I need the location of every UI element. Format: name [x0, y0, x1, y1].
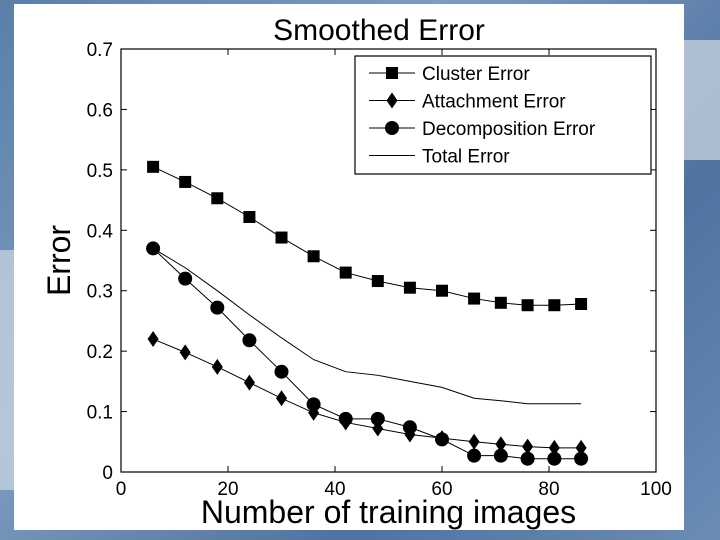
legend-label-decomposition-error: Decomposition Error: [422, 119, 596, 140]
data-point-attachment-error: [147, 331, 159, 348]
series-total-error: [152, 247, 582, 405]
data-point-decomposition-error: [242, 333, 257, 348]
data-point-cluster-error: [494, 296, 507, 309]
data-point-cluster-error: [468, 292, 481, 305]
y-tick-label: 0: [102, 463, 113, 484]
legend-label-cluster-error: Cluster Error: [422, 64, 530, 85]
series-line-attachment-error: [152, 338, 582, 449]
y-tick-label: 0.7: [87, 40, 113, 61]
data-point-cluster-error: [403, 281, 416, 294]
x-tick-label: 100: [640, 479, 672, 500]
data-point-cluster-error: [575, 298, 588, 311]
plot-frame: [120, 48, 657, 473]
data-point-decomposition-error: [574, 451, 589, 466]
legend-label-attachment-error: Attachment Error: [422, 92, 566, 113]
data-point-cluster-error: [371, 275, 384, 288]
legend: Cluster Error Attachment Error Decompositi…: [354, 55, 652, 175]
series-cluster-error: [147, 160, 588, 312]
y-tick-label: 0.5: [87, 161, 113, 182]
legend-label-total-error: Total Error: [422, 147, 510, 168]
chart: Smoothed Error 0 20 40 60 80 100 0 0.1 0.2 0.3 0.4…: [41, 14, 672, 530]
x-tick-label: 20: [217, 479, 238, 500]
series-line-cluster-error: [152, 166, 582, 306]
data-point-decomposition-error: [274, 364, 289, 379]
series-line-total-error: [152, 247, 582, 405]
y-tick-label: 0.3: [87, 282, 113, 303]
data-point-decomposition-error: [306, 397, 321, 412]
background-blot-left: [0, 250, 14, 490]
y-tick-label: 0.2: [87, 342, 113, 363]
legend-box: [354, 55, 652, 175]
data-point-attachment-error: [575, 439, 587, 456]
data-point-decomposition-error: [370, 411, 385, 426]
data-point-decomposition-error: [402, 420, 417, 435]
data-point-attachment-error: [211, 358, 223, 375]
y-axis-title: Error: [41, 225, 77, 296]
data-point-decomposition-error: [520, 451, 535, 466]
data-point-attachment-error: [522, 438, 534, 455]
data-point-decomposition-error: [210, 300, 225, 315]
data-point-cluster-error: [275, 231, 288, 244]
legend-marker-decomposition-error: [385, 121, 399, 135]
axis-ticks: 0 20 40 60 80 100 0 0.1 0.2 0.3 0.4 0.5 0.6 0.7: [87, 40, 672, 500]
y-tick-label: 0.6: [87, 100, 113, 121]
data-point-cluster-error: [436, 284, 448, 297]
series-attachment-error: [147, 331, 587, 456]
background-blot-right: [684, 40, 720, 160]
data-point-decomposition-error: [547, 451, 562, 466]
data-point-decomposition-error: [435, 432, 449, 447]
data-point-decomposition-error: [467, 448, 482, 463]
y-tick-label: 0.1: [87, 403, 113, 424]
y-tick-label: 0.4: [87, 221, 114, 242]
series-layer: [146, 160, 589, 466]
data-point-attachment-error: [548, 439, 560, 456]
data-point-cluster-error: [339, 266, 352, 279]
x-tick-label: 60: [431, 479, 452, 500]
legend-marker-attachment-error: [386, 92, 398, 109]
data-point-attachment-error: [276, 390, 287, 407]
data-point-cluster-error: [211, 192, 224, 205]
data-point-cluster-error: [179, 175, 192, 188]
data-point-cluster-error: [147, 160, 160, 173]
data-point-attachment-error: [495, 436, 507, 453]
x-tick-label: 80: [538, 479, 559, 500]
data-point-decomposition-error: [493, 448, 508, 463]
x-axis-title: Number of training images: [201, 494, 576, 530]
data-point-cluster-error: [307, 250, 320, 263]
data-point-cluster-error: [243, 210, 256, 223]
data-point-decomposition-error: [178, 271, 193, 286]
data-point-decomposition-error: [338, 411, 353, 426]
data-point-attachment-error: [468, 433, 480, 450]
series-line-decomposition-error: [152, 248, 582, 460]
series-decomposition-error: [146, 241, 589, 466]
x-tick-label: 0: [116, 479, 127, 500]
chart-panel: Smoothed Error 0 20 40 60 80 100 0 0.1 0.2 0.3 0.4…: [14, 4, 684, 530]
data-point-attachment-error: [243, 374, 255, 391]
data-point-cluster-error: [548, 299, 561, 312]
x-tick-label: 40: [324, 479, 345, 500]
chart-title: Smoothed Error: [273, 14, 485, 47]
data-point-attachment-error: [179, 344, 191, 361]
data-point-cluster-error: [521, 299, 534, 312]
legend-marker-cluster-error: [386, 67, 398, 79]
